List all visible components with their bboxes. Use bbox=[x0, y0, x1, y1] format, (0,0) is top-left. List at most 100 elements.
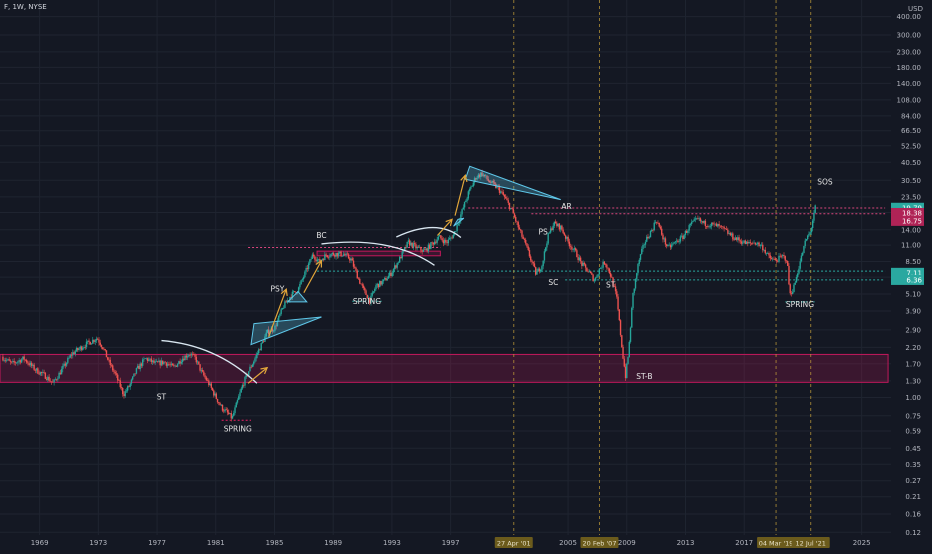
candle-body bbox=[670, 244, 673, 248]
candle-body bbox=[400, 256, 402, 259]
candle-body bbox=[508, 202, 511, 210]
candle-body bbox=[138, 365, 140, 370]
symbol-legend[interactable]: F, 1W, NYSE bbox=[4, 3, 47, 11]
candle-body bbox=[619, 320, 622, 336]
candle-body bbox=[797, 273, 799, 277]
candle-body bbox=[153, 360, 155, 363]
y-tick-label: 230.00 bbox=[897, 48, 922, 56]
candle-body bbox=[678, 241, 680, 243]
candle-body bbox=[4, 360, 7, 361]
price-label: 6.36 bbox=[906, 276, 922, 284]
candle-body bbox=[793, 284, 795, 293]
candle-body bbox=[586, 267, 588, 272]
candle-body bbox=[384, 277, 386, 280]
candle-body bbox=[669, 244, 672, 248]
candle-body bbox=[365, 290, 367, 295]
candle-body bbox=[32, 364, 34, 366]
candle-body bbox=[803, 246, 805, 253]
candle-body bbox=[428, 244, 431, 249]
candle-body bbox=[568, 241, 571, 247]
candle-body bbox=[28, 363, 30, 366]
candle-body bbox=[354, 266, 356, 268]
candle-body bbox=[566, 236, 568, 239]
candle-body bbox=[189, 355, 191, 356]
candle-body bbox=[301, 279, 304, 281]
candle-body bbox=[573, 248, 576, 250]
candle-body bbox=[561, 225, 563, 230]
candle-body bbox=[450, 237, 452, 239]
y-tick-label: 0.59 bbox=[905, 428, 921, 436]
x-tick-label: 1993 bbox=[383, 539, 401, 547]
candle-body bbox=[234, 407, 236, 414]
candle-body bbox=[330, 253, 332, 257]
candle-body bbox=[238, 396, 240, 400]
price-axis[interactable]: 400.00 300.00 230.00 180.00 140.00 108.00 84.0… bbox=[891, 13, 924, 537]
candle-body bbox=[591, 272, 593, 275]
candle-body bbox=[334, 255, 336, 257]
candle-body bbox=[604, 264, 607, 265]
y-tick-label: 84.00 bbox=[901, 112, 921, 120]
candle-body bbox=[335, 252, 337, 257]
candle-body bbox=[332, 253, 335, 256]
candle-body bbox=[158, 360, 160, 363]
candle-body bbox=[254, 358, 256, 362]
candle-body bbox=[440, 235, 442, 239]
candle-body bbox=[768, 253, 770, 256]
price-label-bg bbox=[891, 207, 924, 218]
candle-body bbox=[462, 207, 465, 210]
arc-curve bbox=[161, 339, 258, 384]
candle-body bbox=[401, 251, 403, 259]
candle-body bbox=[114, 371, 116, 374]
candle-body bbox=[730, 233, 733, 236]
candle-body bbox=[722, 226, 724, 228]
candle-body bbox=[29, 362, 32, 366]
price-label: 16.75 bbox=[902, 217, 922, 225]
candle-body bbox=[623, 358, 625, 367]
candle-body bbox=[321, 259, 324, 260]
candle-body bbox=[267, 329, 270, 334]
candle-body bbox=[491, 180, 493, 184]
candle-body bbox=[396, 262, 398, 268]
candle-body bbox=[190, 353, 193, 356]
candle-body bbox=[196, 361, 199, 363]
candle-body bbox=[735, 237, 738, 240]
candle-body bbox=[362, 285, 365, 288]
y-tick-label: 108.00 bbox=[897, 96, 922, 104]
candle-body bbox=[603, 261, 606, 265]
candle-body bbox=[352, 260, 355, 267]
candle-body bbox=[553, 221, 556, 226]
candle-body bbox=[782, 255, 784, 257]
candle-body bbox=[161, 360, 164, 365]
candle-body bbox=[135, 368, 138, 374]
candle-body bbox=[369, 297, 371, 303]
candle-body bbox=[405, 247, 407, 248]
candle-body bbox=[690, 222, 693, 225]
time-axis[interactable]: 1969 1973 1977 1981 1985 1989 1993 1997 2005 2009… bbox=[31, 537, 871, 548]
candle-body bbox=[734, 237, 737, 240]
candle-body bbox=[74, 351, 77, 354]
candle-body bbox=[649, 231, 652, 238]
candle-body bbox=[789, 284, 791, 294]
candle-body bbox=[719, 225, 722, 227]
candle-body bbox=[562, 229, 564, 234]
candle-body bbox=[24, 359, 27, 361]
candle-body bbox=[312, 254, 315, 257]
y-tick-label: 2.20 bbox=[905, 344, 921, 352]
candle-body bbox=[277, 315, 280, 321]
candle-body bbox=[606, 264, 608, 268]
candle-body bbox=[43, 372, 45, 373]
candle-body bbox=[199, 364, 201, 371]
candle-body bbox=[289, 297, 291, 301]
candle-body bbox=[637, 263, 639, 274]
candle-body bbox=[558, 223, 561, 230]
candle-body bbox=[523, 238, 526, 240]
candle-body bbox=[760, 244, 763, 246]
candle-body bbox=[211, 387, 214, 391]
candle-body bbox=[224, 409, 226, 412]
arrow-line bbox=[303, 260, 322, 294]
candle-body bbox=[390, 272, 392, 277]
candle-body bbox=[685, 230, 688, 233]
candle-body bbox=[68, 357, 70, 359]
